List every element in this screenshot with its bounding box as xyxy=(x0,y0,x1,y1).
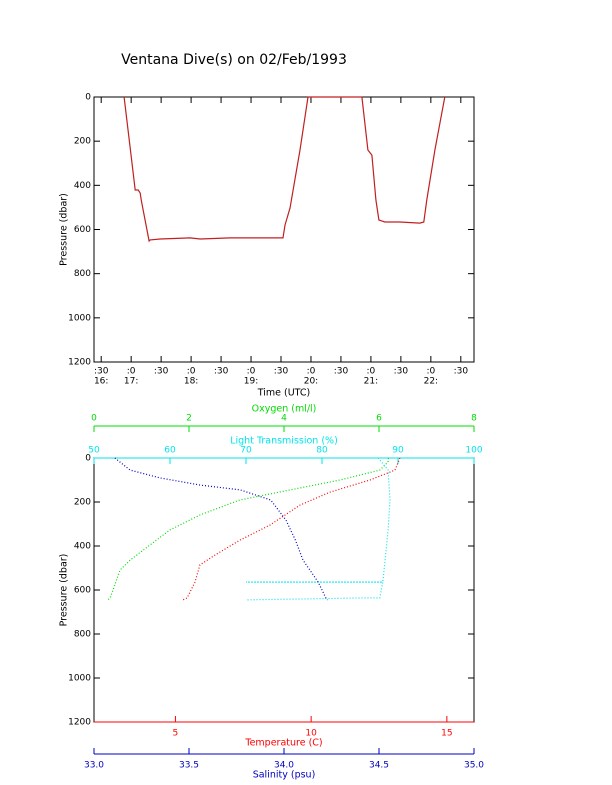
x-tick-label: :30 xyxy=(274,367,289,377)
profile-dots xyxy=(114,457,329,601)
y-tick-label: 800 xyxy=(74,630,91,640)
x-tick-label: :30 xyxy=(214,367,229,377)
y-tick-label: 400 xyxy=(74,542,91,552)
x-tick-label: :0 xyxy=(307,367,316,377)
x-tick-label: 4 xyxy=(281,414,287,424)
pressure-line xyxy=(123,96,446,243)
profile-dots xyxy=(182,457,401,601)
chart-title: Ventana Dive(s) on 02/Feb/1993 xyxy=(121,52,347,68)
x-tick-hour-label: 20: xyxy=(304,377,318,387)
x-tick-label: :30 xyxy=(454,367,469,377)
axis-label: Oxygen (ml/l) xyxy=(252,404,317,415)
y-tick-label: 1200 xyxy=(68,718,91,728)
y-tick-label: 0 xyxy=(85,93,91,103)
y-tick-label: 400 xyxy=(74,181,91,191)
y-tick-label: 1200 xyxy=(68,358,91,368)
x-tick-hour-label: 18: xyxy=(184,377,198,387)
y-tick-label: 600 xyxy=(74,225,91,235)
x-tick-label: 34.0 xyxy=(274,761,294,771)
x-tick-hour-label: 22: xyxy=(424,377,438,387)
x-tick-label: 90 xyxy=(392,446,404,456)
x-tick-label: 35.0 xyxy=(464,761,484,771)
x-tick-label: 15 xyxy=(441,729,452,739)
x-tick-label: :30 xyxy=(394,367,409,377)
x-tick-label: 60 xyxy=(164,446,176,456)
profile-dots xyxy=(245,457,391,601)
x-tick-label: 80 xyxy=(316,446,328,456)
axis-label: Salinity (psu) xyxy=(253,770,316,781)
x-tick-label: :30 xyxy=(154,367,169,377)
x-tick-label: :0 xyxy=(367,367,376,377)
x-tick-label: :0 xyxy=(187,367,196,377)
x-tick-label: 6 xyxy=(376,414,382,424)
x-tick-label: 33.5 xyxy=(179,761,199,771)
y-tick-label: 1000 xyxy=(68,313,91,323)
x-tick-hour-label: 21: xyxy=(364,377,378,387)
y-tick-label: 1000 xyxy=(68,674,91,684)
y-tick-label: 0 xyxy=(85,454,91,464)
y-axis-label: Pressure (dbar) xyxy=(59,554,70,627)
x-tick-label: :0 xyxy=(426,367,435,377)
y-tick-label: 800 xyxy=(74,269,91,279)
x-tick-label: 2 xyxy=(186,414,192,424)
profile-dots xyxy=(107,457,390,601)
x-tick-label: 10 xyxy=(305,729,317,739)
axis-label: Temperature (C) xyxy=(244,738,322,749)
y-axis-label: Pressure (dbar) xyxy=(59,193,70,266)
y-tick-label: 200 xyxy=(74,498,91,508)
x-tick-label: 0 xyxy=(91,414,97,424)
x-tick-label: 8 xyxy=(471,414,477,424)
x-axis-label: Time (UTC) xyxy=(257,388,311,399)
axis-label: Light Transmission (%) xyxy=(230,436,338,447)
x-tick-label: :0 xyxy=(127,367,136,377)
x-tick-label: 33.0 xyxy=(84,761,104,771)
x-tick-label: :30 xyxy=(94,367,109,377)
x-tick-label: :30 xyxy=(334,367,349,377)
x-tick-hour-label: 19: xyxy=(244,377,258,387)
x-tick-hour-label: 16: xyxy=(94,377,108,387)
x-tick-hour-label: 17: xyxy=(124,377,138,387)
x-tick-label: 70 xyxy=(240,446,252,456)
x-tick-label: :0 xyxy=(247,367,256,377)
x-tick-label: 5 xyxy=(173,729,179,739)
y-tick-label: 600 xyxy=(74,586,91,596)
y-tick-label: 200 xyxy=(74,137,91,147)
plot-frame xyxy=(93,457,475,723)
x-tick-label: 50 xyxy=(88,446,100,456)
x-tick-label: 100 xyxy=(465,446,482,456)
x-tick-label: 34.5 xyxy=(369,761,389,771)
